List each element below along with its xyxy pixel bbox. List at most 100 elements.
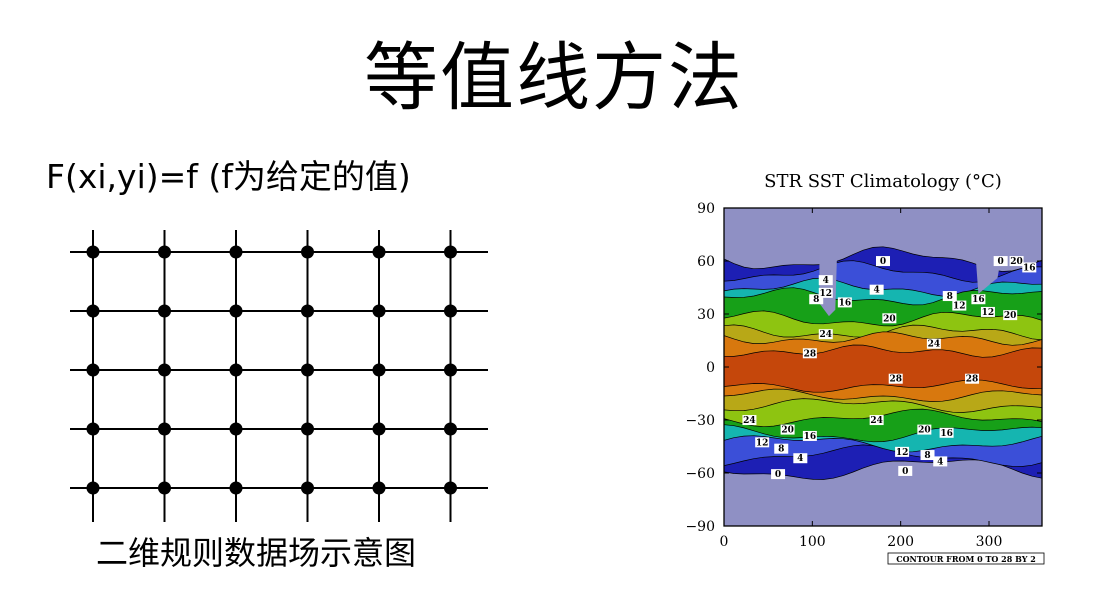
grid-node [86,245,100,259]
y-tick-label: 0 [706,360,715,376]
contour-line [724,435,1042,453]
contour-footer: CONTOUR FROM 0 TO 28 BY 2 [896,554,1036,564]
x-tick-label: 100 [799,534,826,550]
contour-label: 20 [883,314,896,324]
contour-label: 16 [972,295,985,305]
contour-label-box [780,424,795,435]
contour-label-box [888,373,903,384]
contour-label-box [818,287,833,298]
grid-lines [70,230,488,522]
contour-label: 4 [823,276,829,286]
grid-node [301,245,314,259]
grid-node [301,481,314,495]
contour-label-box [1022,262,1037,273]
grid-node [372,422,386,436]
contour-label: 20 [1004,311,1017,321]
x-axis-ticks: 0 100 200 300 [720,208,1003,550]
contour-label: 28 [804,349,817,359]
contour-label: 16 [804,432,817,442]
y-tick-label: 90 [697,201,715,217]
contour-label: 12 [756,438,769,448]
contour-label-box [895,446,910,457]
grid-node [158,481,171,495]
contour-label: 12 [896,448,909,458]
contour-label: 0 [775,470,781,480]
contour-label: 8 [778,445,784,455]
contour-label: 0 [902,467,908,477]
contour-line [724,344,1042,358]
contour-label-box [802,430,817,441]
contour-line [724,287,1042,306]
contour-label: 0 [998,257,1004,267]
grid-node [86,481,100,495]
contour-label: 12 [982,308,995,318]
contour-label: 0 [880,257,886,267]
contour-label: 20 [1010,257,1023,267]
contour-label: 24 [870,416,883,426]
contour-label-box [920,450,935,461]
grid-node [229,422,243,436]
contour-label: 4 [797,454,803,464]
landmass [972,208,1011,294]
contour-label-box [774,443,789,454]
y-tick-label: −60 [685,466,715,482]
grid-node [158,363,171,377]
contour-line [724,331,1042,346]
y-tick-label: −90 [685,519,715,535]
contour-label-box [1003,310,1018,321]
contour-label-box [818,275,833,286]
grid-node [444,363,457,377]
contour-label-box [882,313,897,324]
contour-label: 12 [953,302,966,312]
contour-label: 8 [813,295,819,305]
contour-label-box [952,300,967,311]
x-tick-label: 200 [887,534,914,550]
contour-label: 16 [940,429,953,439]
grid-caption: 二维规则数据场示意图 [96,534,417,572]
contour-line [724,398,1042,413]
contour-label-box [898,465,913,476]
contour-label: 16 [1023,263,1036,273]
contour-line [724,424,1042,443]
grid-node [229,481,243,495]
sst-climatology-map: STR SST Climatology (°C) 9060300−30−60−9… [685,171,1045,565]
grid-node [444,304,457,318]
contour-label-box [742,415,757,426]
slide-title: 等值线方法 [364,35,744,121]
contour-label-box [933,456,948,467]
contour-label-box [869,284,884,295]
contour-label-box [1009,256,1024,267]
contour-label-box [793,453,808,464]
contour-label-box [755,437,770,448]
contour-line [724,310,1042,327]
contour-label-box [926,338,941,349]
footer-box [887,552,1045,565]
y-tick-label: −30 [685,413,715,429]
grid-node [158,422,171,436]
contour-label-box [971,294,986,305]
grid-node [372,245,386,259]
contour-line [724,379,1042,393]
regular-grid-diagram [70,230,488,522]
grid-node [372,304,386,318]
grid-node [229,363,243,377]
contour-label: 4 [874,286,880,296]
contour-label-box [802,348,817,359]
contour-label-box [965,373,980,384]
grid-node [158,245,171,259]
grid-node [229,245,243,259]
contour-label-box [939,427,954,438]
contour-label: 4 [937,457,943,467]
y-tick-label: 30 [697,307,715,323]
contour-label: 28 [889,375,902,385]
grid-node [301,363,314,377]
contour-label-box [942,291,957,302]
contour-label-box [809,294,824,305]
grid-node [301,304,314,318]
contour-label: 8 [947,292,953,302]
contour-label-box [771,469,786,480]
grid-node [86,304,100,318]
grid-node [86,363,100,377]
x-tick-label: 300 [976,534,1003,550]
